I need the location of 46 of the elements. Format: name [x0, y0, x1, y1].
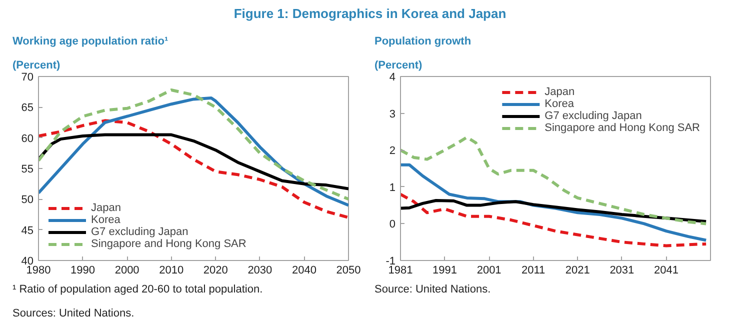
- legend-label: G7 excluding Japan: [544, 110, 642, 122]
- y-tick-label: 45: [21, 224, 34, 237]
- x-tick-label: 2041: [654, 264, 678, 276]
- y-axis-title: (Percent): [12, 60, 61, 72]
- y-tick-label: 65: [21, 102, 34, 114]
- y-tick-label: 55: [21, 164, 34, 176]
- legend-label: Korea: [544, 98, 574, 110]
- x-tick-label: 1980: [26, 264, 51, 276]
- chart-subtitle: Working age population ratio¹: [12, 36, 168, 48]
- legend-label: Korea: [91, 214, 120, 226]
- x-tick-label: 1991: [432, 264, 458, 276]
- line-series: [38, 133, 348, 190]
- legend-label: Singapore and Hong Kong SAR: [91, 238, 246, 250]
- x-tick-label: 2021: [565, 264, 590, 276]
- y-tick-label: 70: [21, 72, 34, 84]
- chart-title: Figure 1: Demographics in Korea and Japan: [234, 5, 506, 23]
- line-series: [400, 192, 708, 248]
- x-tick-label: 2031: [610, 264, 634, 276]
- chart-subtitle: Population growth: [374, 36, 472, 48]
- line-series: [400, 199, 708, 223]
- line-series: [400, 136, 708, 226]
- source-note: Sources: United Nations.: [12, 308, 134, 320]
- legend-label: Japan: [544, 86, 575, 98]
- legend-label: Singapore and Hong Kong SAR: [544, 122, 700, 134]
- x-tick-label: 2040: [292, 264, 316, 276]
- x-tick-label: 2030: [248, 264, 272, 276]
- x-tick-label: 2010: [159, 264, 184, 276]
- x-tick-label: 2001: [476, 264, 502, 276]
- x-tick-label: 2050: [336, 264, 361, 276]
- y-axis-title: (Percent): [374, 60, 423, 72]
- y-tick-label: 1: [389, 182, 396, 194]
- source-note: Source: United Nations.: [374, 284, 491, 296]
- y-tick-label: 0: [389, 218, 396, 231]
- x-tick-label: 2020: [203, 264, 228, 276]
- legend-label: Japan: [91, 202, 121, 214]
- x-tick-label: 2000: [114, 264, 140, 276]
- y-tick-label: 50: [21, 194, 34, 206]
- y-tick-label: 60: [21, 132, 34, 145]
- y-tick-label: 3: [389, 108, 396, 120]
- legend-label: G7 excluding Japan: [91, 226, 188, 238]
- x-tick-label: 1981: [388, 264, 413, 276]
- y-tick-label: 2: [389, 145, 396, 158]
- text: ¹ Ratio of population aged 20-60 to total population.: [12, 284, 263, 296]
- x-tick-label: 2011: [522, 264, 546, 276]
- y-tick-label: 4: [389, 72, 396, 84]
- x-tick-label: 1990: [70, 264, 96, 276]
